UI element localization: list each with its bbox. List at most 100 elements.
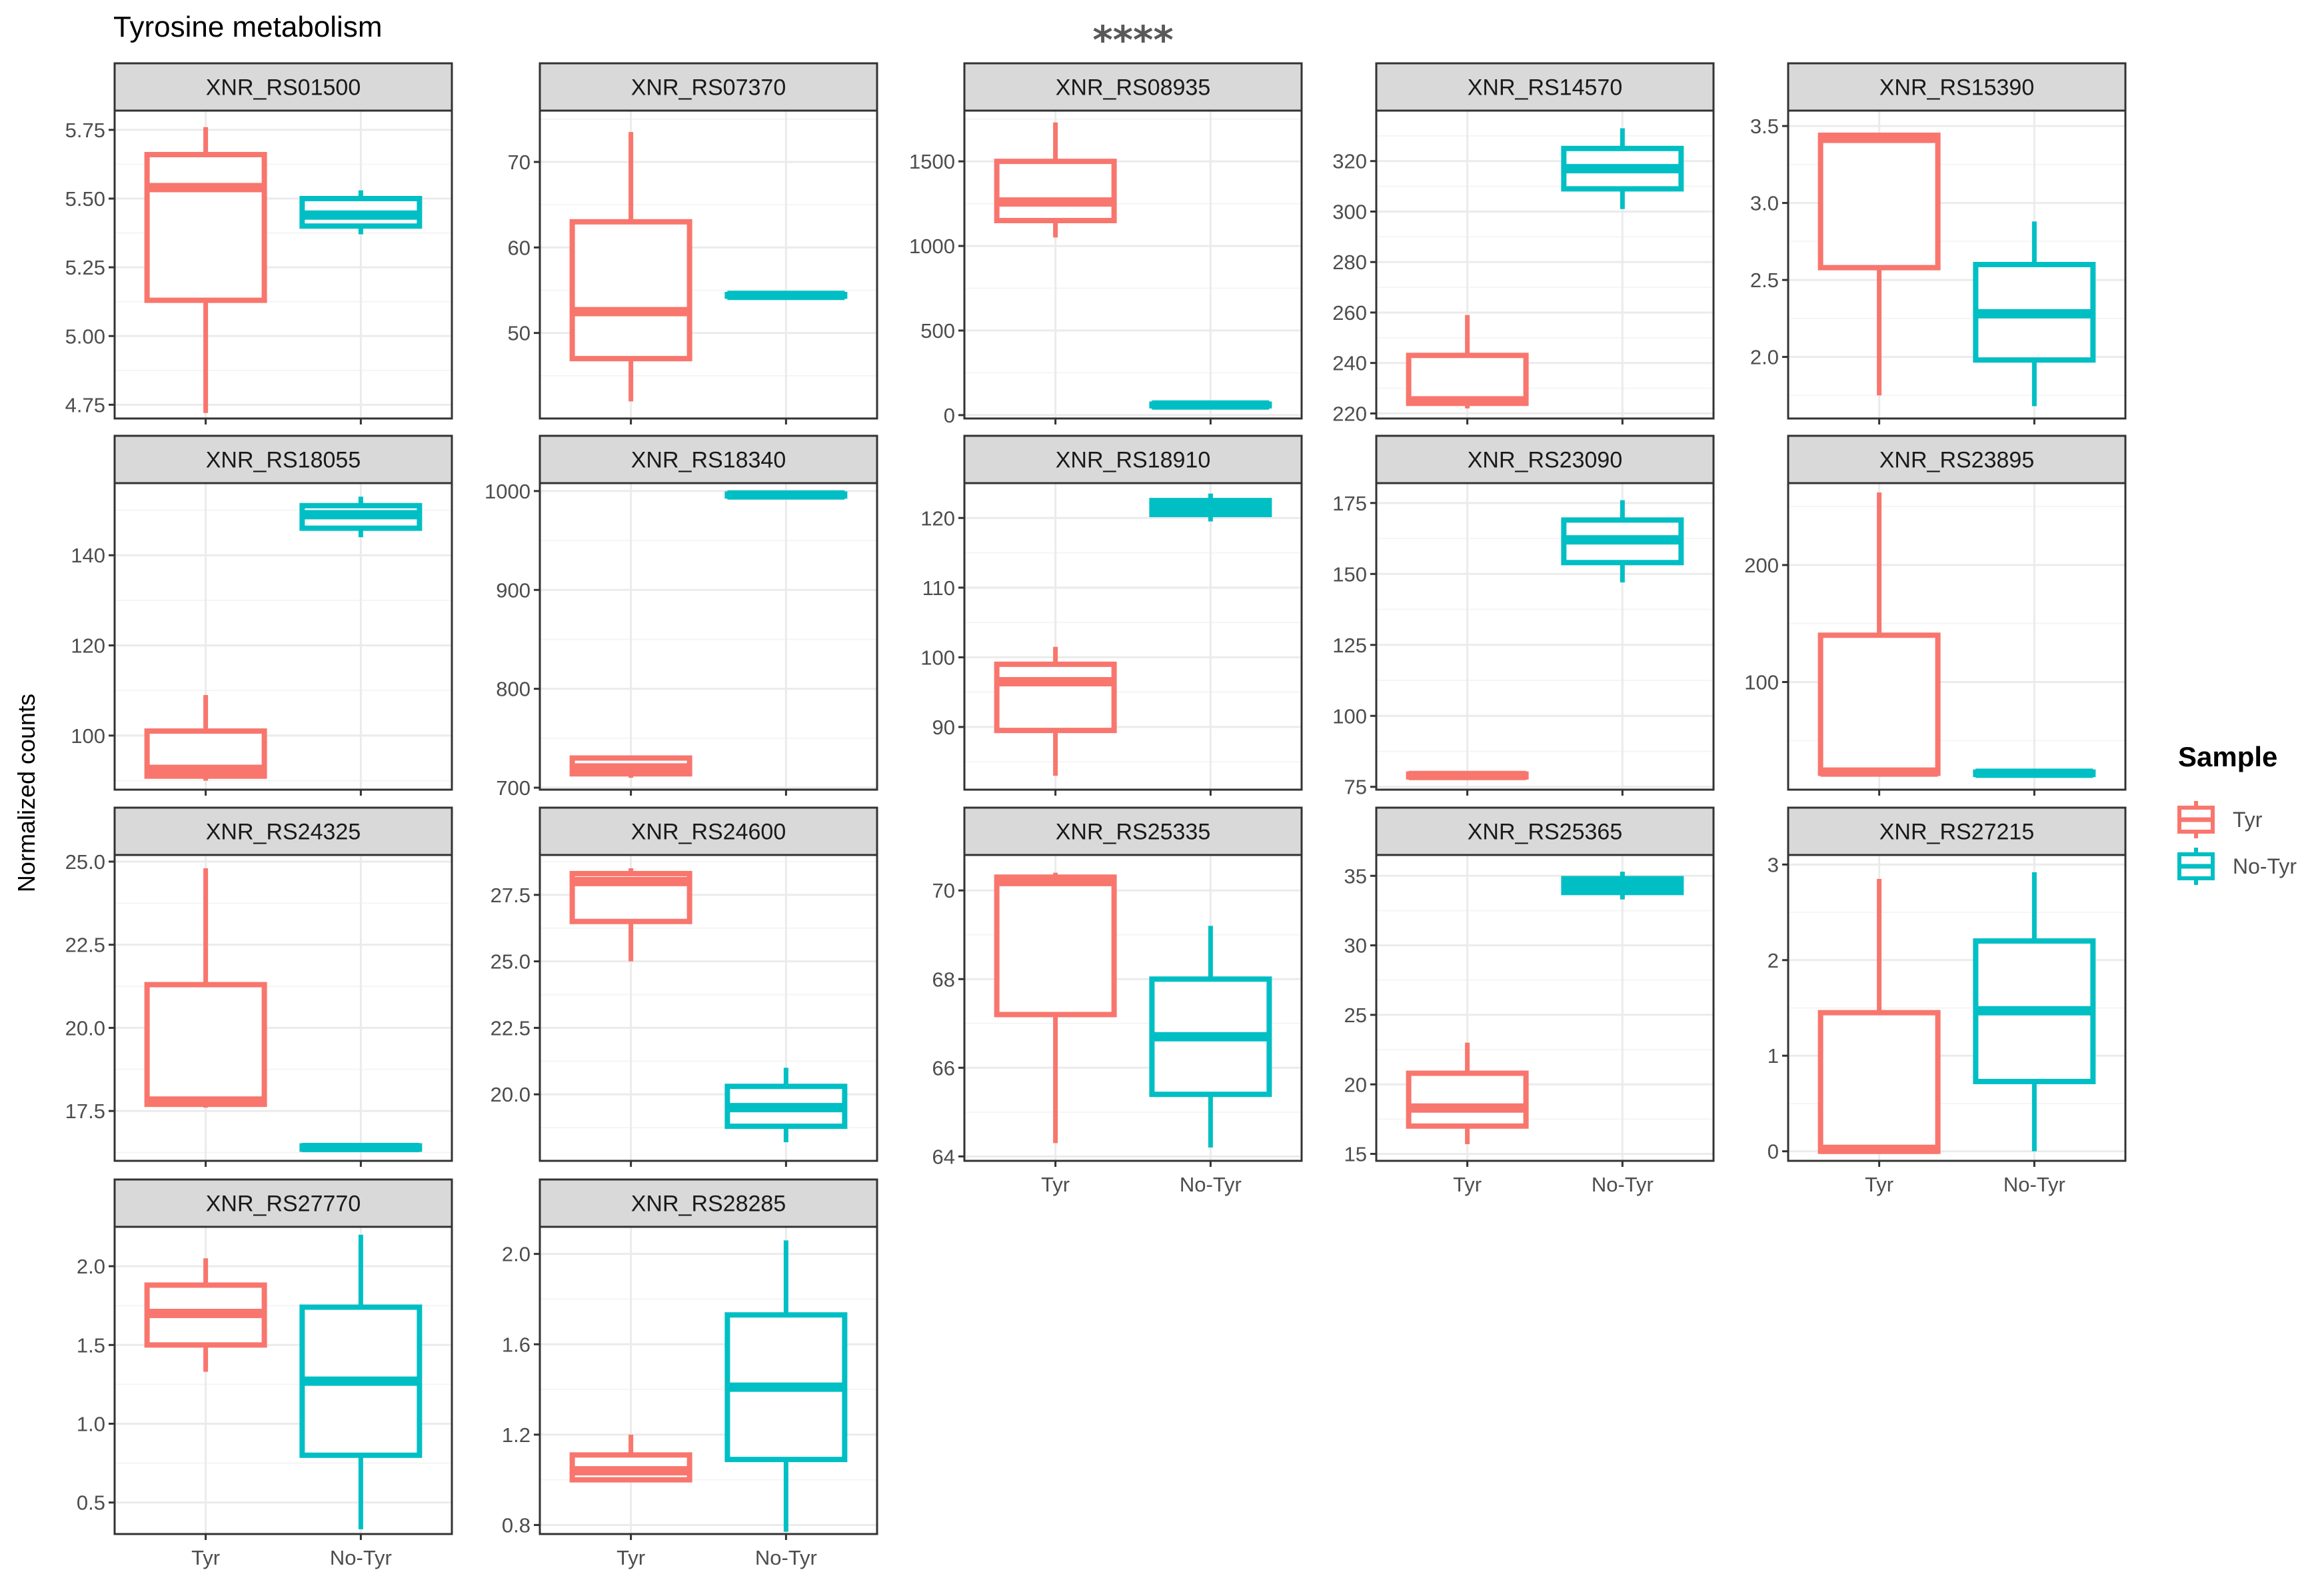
box-no-tyr: [299, 496, 423, 538]
x-tick-label: No-Tyr: [330, 1546, 392, 1569]
figure-title: Tyrosine metabolism: [113, 11, 382, 43]
facet-xnr-rs14570: XNR_RS14570 220 240 260 280 300 320: [1332, 62, 1715, 425]
y-tick-label: 50: [508, 322, 531, 345]
y-tick-label: 260: [1332, 301, 1367, 325]
y-tick-label: 1.2: [502, 1423, 531, 1447]
y-tick-label: 220: [1332, 402, 1367, 425]
y-tick-label: 3.0: [1750, 192, 1779, 215]
y-tick-label: 200: [1744, 554, 1779, 577]
facet-xnr-rs08935: XNR_RS08935 0 500 1000 1500 ****: [909, 17, 1303, 427]
significance-annotation: ****: [1092, 17, 1173, 63]
y-tick-label: 3: [1767, 853, 1779, 876]
facet-strip-label: XNR_RS15390: [1879, 75, 2034, 101]
facet-strip: [1787, 806, 2127, 856]
y-tick-label: 17.5: [65, 1100, 105, 1123]
y-tick-label: 70: [508, 151, 531, 174]
y-tick-label: 5.50: [65, 187, 105, 211]
facet-strip: [963, 806, 1303, 856]
box-no-tyr: [1149, 400, 1272, 410]
facet-strip-label: XNR_RS25335: [1056, 820, 1210, 845]
box-iqr: [994, 874, 1117, 1018]
box-tyr: [994, 646, 1117, 776]
facet-strip-label: XNR_RS08935: [1056, 75, 1210, 101]
y-tick-label: 140: [71, 544, 105, 567]
x-tick-label: Tyr: [191, 1546, 220, 1569]
y-tick-label: 35: [1344, 864, 1367, 888]
facet-xnr-rs01500: XNR_RS01500 4.75 5.00 5.25 5.50 5.75: [65, 62, 453, 424]
facet-xnr-rs27215: XNR_RS27215 0 1 2 3 Tyr No-Tyr: [1767, 806, 2127, 1196]
box-tyr: [144, 127, 267, 413]
y-tick-label: 900: [496, 578, 531, 602]
y-tick-label: 110: [922, 576, 955, 600]
box-tyr: [1817, 132, 1941, 396]
y-tick-label: 1000: [909, 235, 955, 258]
facet-strip-label: XNR_RS01500: [206, 75, 361, 101]
box-no-tyr: [299, 1143, 423, 1153]
box-iqr: [144, 152, 267, 303]
y-tick-label: 320: [1332, 150, 1367, 173]
y-tick-label: 800: [496, 678, 531, 701]
legend-label-tyr: Tyr: [2233, 808, 2263, 832]
y-tick-label: 2: [1767, 949, 1779, 972]
facet-strip: [1375, 62, 1715, 112]
x-tick-label: No-Tyr: [755, 1546, 817, 1569]
facet-xnr-rs24600: XNR_RS24600 20.0 22.5 25.0 27.5: [491, 806, 878, 1167]
facet-strip: [1375, 806, 1715, 856]
box-iqr: [994, 661, 1117, 734]
box-tyr: [1817, 878, 1941, 1154]
y-tick-label: 120: [920, 506, 955, 530]
x-tick-label: Tyr: [1453, 1173, 1482, 1196]
panel-border: [963, 482, 1303, 791]
y-tick-label: 100: [1744, 670, 1779, 694]
box-iqr: [1817, 132, 1941, 271]
y-tick-label: 100: [1332, 704, 1367, 728]
facet-strip-label: XNR_RS18910: [1056, 448, 1210, 473]
y-tick-label: 25.0: [491, 950, 531, 974]
box-tyr: [144, 1258, 267, 1372]
x-tick-label: No-Tyr: [2003, 1173, 2065, 1196]
y-tick-label: 0.8: [502, 1513, 531, 1537]
facet-strip: [963, 62, 1303, 112]
box-no-tyr: [1973, 872, 2096, 1152]
x-tick-label: Tyr: [616, 1546, 645, 1569]
facet-strip: [539, 1178, 878, 1228]
facet-strip: [113, 434, 453, 484]
y-tick-label: 25: [1344, 1004, 1367, 1027]
y-tick-label: 125: [1332, 634, 1367, 657]
y-tick-label: 120: [71, 634, 105, 658]
facet-xnr-rs18340: XNR_RS18340 700 800 900 1000: [485, 434, 878, 800]
facet-strip-label: XNR_RS27215: [1879, 820, 2034, 845]
x-tick-label: Tyr: [1865, 1173, 1893, 1196]
box-no-tyr: [724, 291, 848, 301]
facet-strip-label: XNR_RS14570: [1468, 75, 1622, 101]
facet-xnr-rs25365: XNR_RS25365 15 20 25 30 35 Tyr No-Tyr: [1344, 806, 1715, 1196]
box-no-tyr: [1973, 221, 2096, 406]
y-tick-label: 4.75: [65, 393, 105, 416]
y-tick-label: 5.25: [65, 256, 105, 279]
y-tick-label: 2.0: [1750, 346, 1779, 369]
box-no-tyr: [1973, 768, 2096, 778]
y-tick-label: 0: [1767, 1140, 1779, 1164]
y-tick-label: 30: [1344, 934, 1367, 958]
y-tick-label: 20.0: [491, 1083, 531, 1106]
facet-strip-label: XNR_RS24325: [206, 820, 361, 845]
facet-strip-label: XNR_RS27770: [206, 1191, 361, 1217]
facet-strip: [539, 62, 878, 112]
facet-xnr-rs23090: XNR_RS23090 75 100 125 150 175: [1332, 434, 1715, 799]
y-tick-label: 1: [1767, 1044, 1779, 1068]
y-tick-label: 0: [944, 404, 955, 427]
box-iqr: [1817, 632, 1941, 776]
y-tick-label: 66: [932, 1056, 955, 1080]
y-tick-label: 700: [496, 776, 531, 800]
box-tyr: [1406, 770, 1529, 780]
y-tick-label: 60: [508, 236, 531, 259]
box-no-tyr: [299, 1234, 423, 1529]
y-tick-label: 1000: [485, 480, 531, 503]
box-no-tyr: [1149, 493, 1272, 522]
box-no-tyr: [1149, 926, 1272, 1148]
facet-strip-label: XNR_RS18055: [206, 448, 361, 473]
y-tick-label: 100: [920, 646, 955, 669]
box-no-tyr: [299, 190, 423, 235]
y-tick-label: 280: [1332, 251, 1367, 274]
y-tick-label: 300: [1332, 200, 1367, 223]
